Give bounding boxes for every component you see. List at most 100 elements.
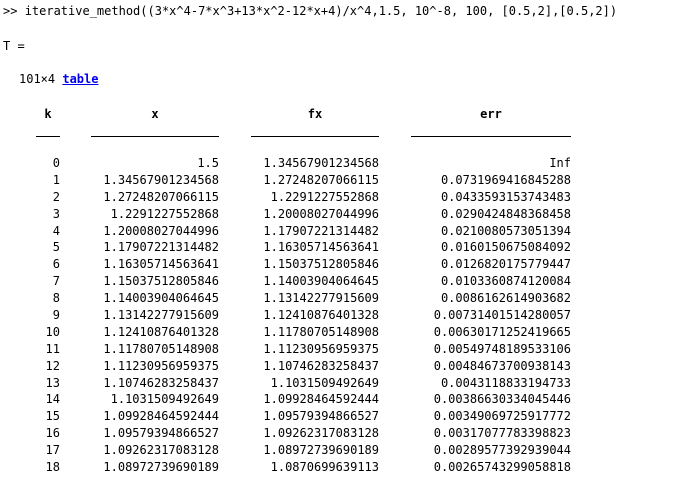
command-line: >> iterative_method((3*x^4-7*x^3+13*x^2-…	[3, 3, 617, 19]
cell-x: 1.5	[197, 156, 219, 170]
cell-k: 2	[52, 189, 60, 204]
cell-x: 1.20008027044996	[103, 223, 219, 238]
cell-x: 1.16305714563641	[103, 257, 219, 272]
cell-fx: 1.10746283258437	[263, 358, 379, 373]
cell-x: 1.09579394866527	[103, 426, 219, 441]
cell-err: 0.00349069725917772	[433, 409, 571, 424]
cell-err: 0.0731969416845288	[440, 172, 571, 187]
cell-k: 6	[52, 257, 60, 272]
table-row: 15 1.09928464592444 1.09579394866527 0.0034…	[0, 408, 684, 425]
cell-x: 1.17907221314482	[103, 240, 219, 255]
table-row: 16 1.09579394866527 1.09262317083128 0.0031…	[0, 425, 684, 442]
table-row: 6 1.16305714563641 1.15037512805846 0.01268…	[0, 256, 684, 273]
cell-k: 12	[45, 358, 60, 373]
column-header-k: k	[44, 107, 52, 121]
cell-x: 1.09262317083128	[103, 443, 219, 458]
output-variable-name: T =	[3, 39, 25, 53]
cell-err: 0.0290424848368458	[440, 206, 571, 221]
cell-err: 0.00630171252419665	[433, 324, 571, 339]
table-row: 17 1.09262317083128 1.08972739690189 0.0028…	[0, 442, 684, 459]
cell-x: 1.15037512805846	[103, 274, 219, 289]
cell-k: 5	[52, 240, 60, 255]
cell-err: 0.00289577392939044	[433, 443, 571, 458]
cell-fx: 1.0870699639113	[270, 460, 379, 475]
table-row: 7 1.15037512805846 1.14003904064645 0.01033…	[0, 273, 684, 290]
cell-k: 14	[45, 392, 60, 407]
table-row: 12 1.11230956959375 1.10746283258437 0.0048…	[0, 358, 684, 375]
cell-fx: 1.27248207066115	[263, 172, 379, 187]
table-row: 4 1.20008027044996 1.17907221314482 0.02100…	[0, 223, 684, 240]
cell-err: 0.0126820175779447	[440, 257, 571, 272]
cell-fx: 1.11230956959375	[263, 341, 379, 356]
cell-k: 15	[45, 409, 60, 424]
column-header-x: x	[151, 107, 159, 121]
cell-fx: 1.12410876401328	[263, 308, 379, 323]
table-class-link[interactable]: table	[62, 72, 99, 86]
command-prompt: >>	[3, 4, 25, 18]
cell-fx: 1.09262317083128	[263, 426, 379, 441]
cell-err: 0.00484673700938143	[433, 358, 571, 373]
cell-x: 1.08972739690189	[103, 460, 219, 475]
cell-err: 0.0103360874120084	[440, 274, 571, 289]
cell-k: 7	[52, 274, 60, 289]
cell-fx: 1.16305714563641	[263, 240, 379, 255]
header-underline-k	[36, 136, 60, 137]
cell-x: 1.12410876401328	[103, 324, 219, 339]
cell-x: 1.11780705148908	[103, 341, 219, 356]
cell-k: 18	[45, 460, 60, 475]
cell-fx: 1.34567901234568	[263, 156, 379, 170]
table-size-line: 101×4 table	[19, 71, 98, 87]
command-text: iterative_method((3*x^4-7*x^3+13*x^2-12*…	[24, 4, 618, 18]
table-row: 8 1.14003904064645 1.13142277915609 0.00861…	[0, 290, 684, 307]
cell-k: 17	[45, 443, 60, 458]
cell-x: 1.1031509492649	[110, 392, 219, 407]
cell-fx: 1.13142277915609	[263, 291, 379, 306]
table-row: 2 1.27248207066115 1.2291227552868 0.043359…	[0, 189, 684, 206]
cell-k: 11	[45, 341, 60, 356]
column-header-err: err	[480, 107, 502, 121]
cell-err: Inf	[549, 156, 571, 170]
cell-k: 1	[52, 172, 60, 187]
table-row: 0 1.5 1.34567901234568 Inf	[0, 155, 684, 172]
cell-fx: 1.11780705148908	[263, 324, 379, 339]
table-size-text: 101×4	[19, 72, 63, 86]
cell-err: 0.00386630334045446	[433, 392, 571, 407]
cell-k: 8	[52, 291, 60, 306]
cell-fx: 1.09928464592444	[263, 392, 379, 407]
cell-x: 1.10746283258437	[103, 375, 219, 390]
cell-fx: 1.17907221314482	[263, 223, 379, 238]
cell-k: 10	[45, 324, 60, 339]
cell-fx: 1.08972739690189	[263, 443, 379, 458]
cell-err: 0.00317077783398823	[433, 426, 571, 441]
cell-err: 0.0043118833194733	[440, 375, 571, 390]
header-underline-x	[91, 136, 219, 137]
cell-err: 0.00549748189533106	[433, 341, 571, 356]
table-row: 9 1.13142277915609 1.12410876401328 0.00731…	[0, 307, 684, 324]
cell-fx: 1.09579394866527	[263, 409, 379, 424]
cell-fx: 1.14003904064645	[263, 274, 379, 289]
table-row: 18 1.08972739690189 1.0870699639113 0.00265…	[0, 459, 684, 476]
cell-x: 1.34567901234568	[103, 172, 219, 187]
cell-fx: 1.20008027044996	[263, 206, 379, 221]
cell-x: 1.13142277915609	[103, 308, 219, 323]
cell-fx: 1.2291227552868	[270, 189, 379, 204]
cell-x: 1.2291227552868	[110, 206, 219, 221]
table-body: 0 1.5 1.34567901234568 Inf 1 1.34567901234568…	[0, 155, 684, 476]
cell-k: 3	[52, 206, 60, 221]
cell-err: 0.0086162614903682	[440, 291, 571, 306]
cell-x: 1.11230956959375	[103, 358, 219, 373]
cell-x: 1.14003904064645	[103, 291, 219, 306]
cell-fx: 1.15037512805846	[263, 257, 379, 272]
cell-k: 9	[52, 308, 60, 323]
table-row: 1 1.34567901234568 1.27248207066115 0.07319…	[0, 172, 684, 189]
table-row: 11 1.11780705148908 1.11230956959375 0.0054…	[0, 341, 684, 358]
cell-k: 4	[52, 223, 60, 238]
table-row: 13 1.10746283258437 1.1031509492649 0.00431…	[0, 375, 684, 392]
cell-err: 0.0210080573051394	[440, 223, 571, 238]
table-row: 14 1.1031509492649 1.09928464592444 0.00386…	[0, 391, 684, 408]
header-underline-err	[411, 136, 571, 137]
cell-k: 13	[45, 375, 60, 390]
table-row: 5 1.17907221314482 1.16305714563641 0.01601…	[0, 239, 684, 256]
cell-err: 0.00731401514280057	[433, 308, 571, 323]
